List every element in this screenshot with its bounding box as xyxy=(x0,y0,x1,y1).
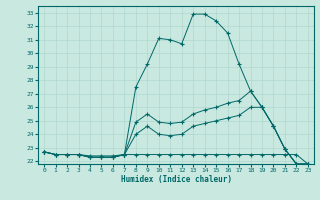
X-axis label: Humidex (Indice chaleur): Humidex (Indice chaleur) xyxy=(121,175,231,184)
